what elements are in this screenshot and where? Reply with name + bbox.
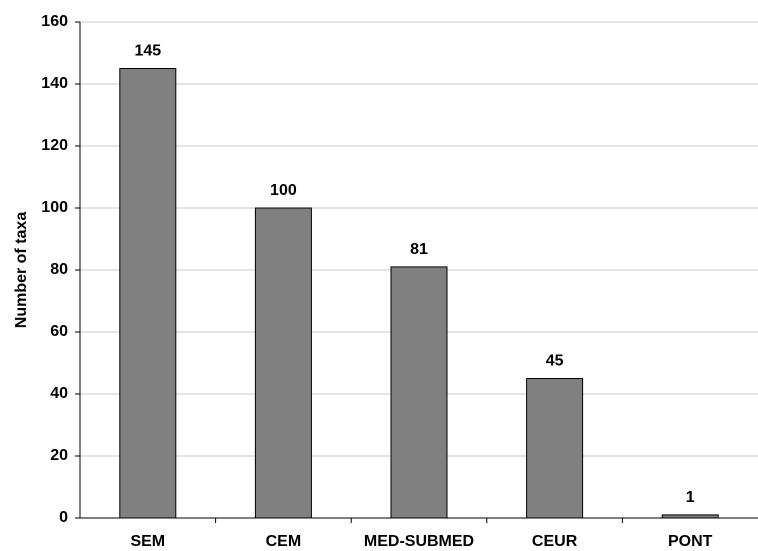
y-tick-label: 140 [41,75,68,92]
value-label: 145 [134,43,161,60]
bar [119,68,177,519]
y-tick-label: 120 [41,137,68,154]
y-tick-label: 40 [50,385,68,402]
y-tick-label: 80 [50,261,68,278]
y-tick-label: 160 [41,13,68,30]
value-label: 1 [686,489,695,506]
x-tick-label: CEM [266,533,302,550]
y-axis-label: Number of taxa [13,212,30,329]
x-tick-label: CEUR [532,533,578,550]
value-label: 81 [410,241,428,258]
y-tick-label: 0 [59,509,68,526]
x-tick-label: SEM [130,533,165,550]
bar [526,378,584,519]
x-tick-label: MED-SUBMED [364,533,474,550]
x-tick-label: PONT [668,533,713,550]
y-tick-label: 20 [50,447,68,464]
y-tick-label: 60 [50,323,68,340]
y-tick-label: 100 [41,199,68,216]
bar [390,266,448,519]
value-label: 100 [270,182,297,199]
bar [254,207,312,519]
value-label: 45 [546,353,564,370]
